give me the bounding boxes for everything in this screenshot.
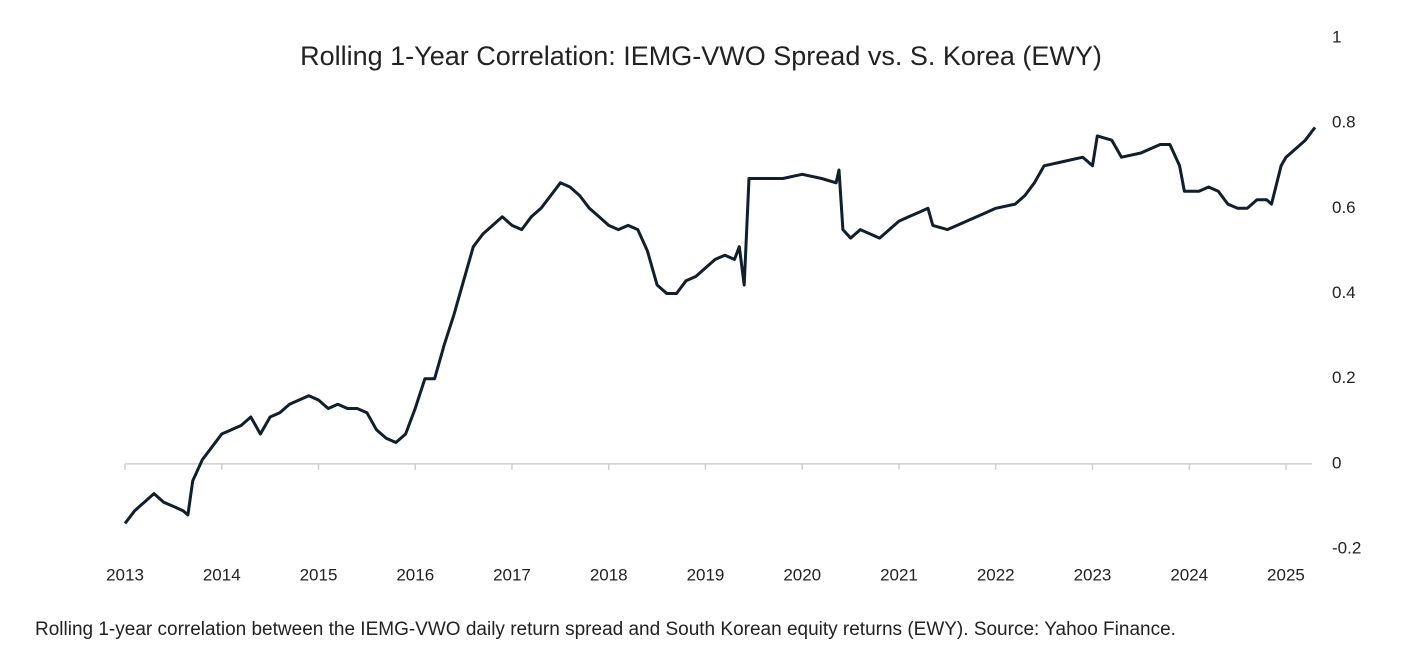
x-tick-label: 2013 bbox=[106, 565, 144, 584]
x-tick-label: 2015 bbox=[300, 565, 338, 584]
y-tick-label: 0.6 bbox=[1332, 198, 1356, 217]
y-tick-label: 0.4 bbox=[1332, 283, 1356, 302]
caption: Rolling 1-year correlation between the I… bbox=[35, 619, 1176, 640]
x-tick-label: 2023 bbox=[1074, 565, 1112, 584]
x-tick-label: 2025 bbox=[1267, 565, 1305, 584]
x-tick-label: 2022 bbox=[977, 565, 1015, 584]
x-tick-label: 2024 bbox=[1170, 565, 1208, 584]
line-series bbox=[123, 126, 1317, 525]
y-tick-label: 0.8 bbox=[1332, 113, 1356, 132]
chart-title: Rolling 1-Year Correlation: IEMG-VWO Spr… bbox=[300, 41, 1102, 71]
x-tick-label: 2016 bbox=[396, 565, 434, 584]
x-tick-label: 2018 bbox=[590, 565, 628, 584]
x-tick-label: 2021 bbox=[880, 565, 918, 584]
x-tick-label: 2020 bbox=[783, 565, 821, 584]
y-tick-label: 0 bbox=[1332, 453, 1341, 472]
x-tick-label: 2019 bbox=[687, 565, 725, 584]
y-tick-label: -0.2 bbox=[1332, 538, 1361, 557]
x-tick-label: 2017 bbox=[493, 565, 531, 584]
x-tick-label: 2014 bbox=[203, 565, 241, 584]
y-tick-label: 0.2 bbox=[1332, 368, 1356, 387]
y-tick-label: 1 bbox=[1332, 27, 1341, 46]
